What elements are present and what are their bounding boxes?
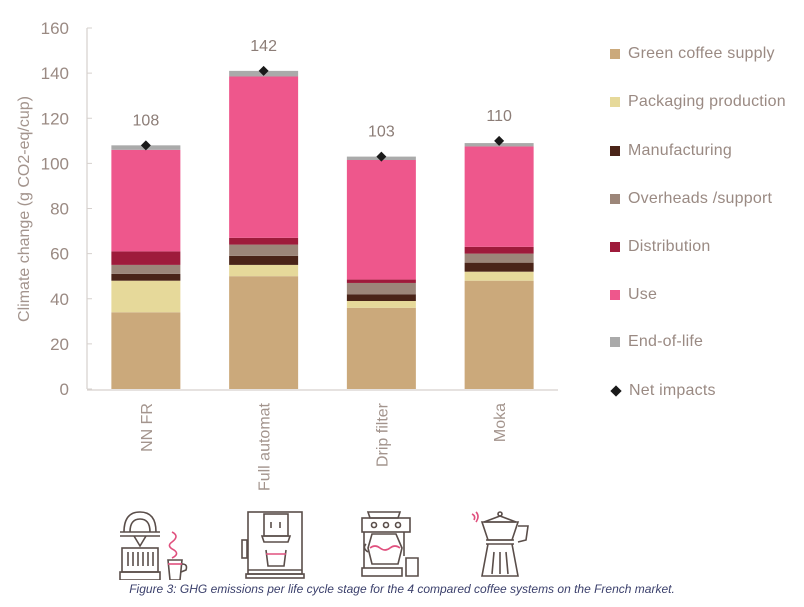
bar-segment-use bbox=[229, 76, 299, 238]
data-label: 142 bbox=[250, 38, 277, 55]
bar-segment-use bbox=[346, 159, 416, 280]
bar-segment-packaging-production bbox=[346, 301, 416, 308]
bar-segment-green-coffee-supply bbox=[111, 312, 181, 389]
y-tick-label: 160 bbox=[41, 19, 69, 38]
x-tick-label: NN FR bbox=[139, 403, 156, 452]
legend-item: Green coffee supply bbox=[610, 44, 775, 64]
bar-segment-manufacturing bbox=[111, 273, 181, 281]
bar-segment-overheads-support bbox=[464, 253, 534, 263]
net-impact-markers bbox=[140, 65, 505, 162]
legend-label: Overheads /support bbox=[628, 190, 773, 207]
legend-label: Net impacts bbox=[629, 382, 716, 399]
bar-segment-distribution bbox=[346, 279, 416, 283]
legend-item: End-of-life bbox=[610, 332, 703, 352]
bar-segment-distribution bbox=[111, 251, 181, 265]
nespresso-machine-icon bbox=[119, 511, 188, 580]
coffee-system-icons bbox=[119, 511, 529, 580]
bar-segment-overheads-support bbox=[111, 264, 181, 274]
legend-item: Overheads /support bbox=[610, 189, 772, 209]
legend-item: Use bbox=[610, 285, 657, 305]
legend-label: Green coffee supply bbox=[628, 45, 775, 62]
bar-segment-overheads-support bbox=[229, 244, 299, 256]
y-tick-label: 40 bbox=[50, 290, 69, 309]
y-tick-label: 0 bbox=[60, 380, 69, 399]
legend-swatch bbox=[610, 49, 620, 59]
moka-pot-icon bbox=[471, 511, 529, 577]
net-impact-marker bbox=[140, 140, 151, 151]
data-label: 108 bbox=[133, 112, 160, 129]
bar-segment-green-coffee-supply bbox=[229, 276, 299, 389]
legend-item: Net impacts bbox=[610, 381, 716, 401]
bar-segment-manufacturing bbox=[346, 294, 416, 302]
bar-segment-green-coffee-supply bbox=[464, 280, 534, 389]
y-tick-label: 20 bbox=[50, 335, 69, 354]
legend-swatch bbox=[610, 194, 620, 204]
legend-swatch bbox=[610, 242, 620, 252]
x-tick-label: Moka bbox=[492, 403, 509, 442]
y-tick-label: 80 bbox=[50, 200, 69, 219]
y-tick-label: 100 bbox=[41, 154, 69, 173]
bar-segment-packaging-production bbox=[464, 271, 534, 281]
legend-swatch bbox=[610, 337, 620, 347]
axes: 0 20 40 60 80 100 120 140 160 bbox=[41, 19, 558, 399]
diamond-marker-icon bbox=[610, 385, 622, 397]
legend-label: Manufacturing bbox=[628, 142, 732, 159]
legend-label: Distribution bbox=[628, 238, 711, 255]
bar-segment-manufacturing bbox=[229, 255, 299, 265]
bar-segment-use bbox=[464, 146, 534, 247]
net-impact-marker bbox=[258, 65, 269, 76]
legend-item: Distribution bbox=[610, 237, 710, 257]
y-tick-label: 140 bbox=[41, 64, 69, 83]
drip-filter-machine-icon bbox=[361, 511, 419, 577]
bar-segment-use bbox=[111, 149, 181, 252]
legend-swatch bbox=[610, 146, 620, 156]
bar-segment-packaging-production bbox=[229, 264, 299, 277]
bar-segment-overheads-support bbox=[346, 282, 416, 295]
y-tick-label: 60 bbox=[50, 245, 69, 264]
bar-segment-packaging-production bbox=[111, 280, 181, 313]
figure-caption: Figure 3: GHG emissions per life cycle s… bbox=[129, 582, 675, 596]
full-automatic-machine-icon bbox=[241, 511, 305, 579]
data-label: 103 bbox=[368, 124, 395, 141]
net-impact-marker bbox=[376, 151, 387, 162]
bars: NN FR Full automat Drip filter Moka bbox=[111, 70, 534, 491]
legend-label: Packaging production bbox=[628, 93, 786, 110]
legend-swatch bbox=[610, 290, 620, 300]
legend-item: Manufacturing bbox=[610, 141, 732, 161]
y-axis-label: Climate change (g CO2-eq/cup) bbox=[16, 96, 33, 322]
x-tick-label: Drip filter bbox=[374, 402, 391, 467]
x-tick-label: Full automat bbox=[257, 402, 274, 491]
net-impact-marker bbox=[494, 135, 505, 146]
legend-swatch bbox=[610, 97, 620, 107]
bar-segment-green-coffee-supply bbox=[346, 307, 416, 389]
legend-label: End-of-life bbox=[628, 333, 704, 350]
y-tick-label: 120 bbox=[41, 109, 69, 128]
bar-segment-distribution bbox=[229, 237, 299, 245]
data-labels: 108 142 103 110 bbox=[133, 38, 512, 141]
legend-label: Use bbox=[628, 286, 658, 303]
stacked-bar-chart: 0 20 40 60 80 100 120 140 160 NN FR Full automat D… bbox=[16, 19, 558, 491]
bar-segment-distribution bbox=[464, 246, 534, 254]
legend-item: Packaging production bbox=[610, 92, 786, 112]
data-label: 110 bbox=[486, 108, 512, 125]
bar-segment-manufacturing bbox=[464, 262, 534, 272]
